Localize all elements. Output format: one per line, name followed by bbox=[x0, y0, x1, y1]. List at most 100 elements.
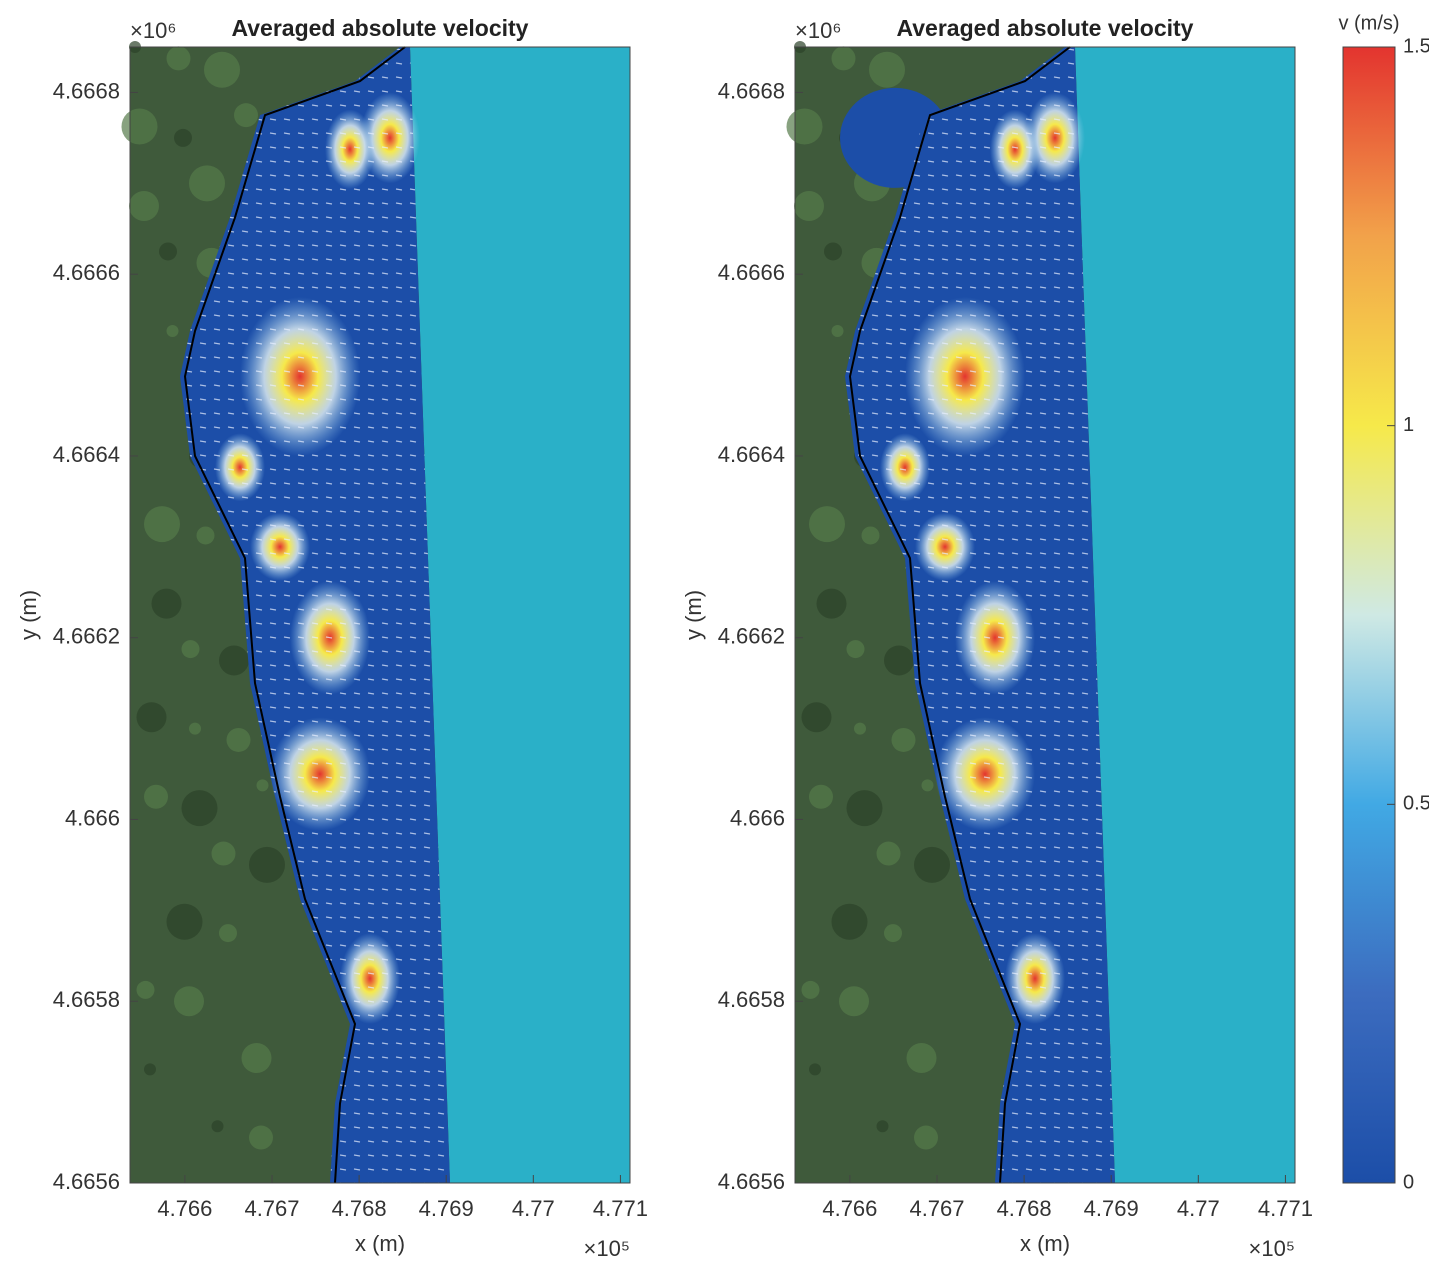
colorbar-label: v (m/s) bbox=[1338, 12, 1399, 34]
vegetation bbox=[892, 728, 916, 752]
map-panel bbox=[787, 41, 1296, 1183]
y-tick-label: 4.6658 bbox=[718, 987, 785, 1012]
vegetation bbox=[809, 506, 845, 542]
chart-title: Averaged absolute velocity bbox=[232, 15, 529, 41]
vegetation bbox=[809, 1063, 821, 1075]
colorbar-tick-label: 1.5 bbox=[1403, 35, 1429, 57]
x-tick-label: 4.767 bbox=[244, 1196, 299, 1221]
y-tick-label: 4.6656 bbox=[53, 1169, 120, 1194]
vegetation bbox=[167, 46, 191, 70]
vegetation bbox=[877, 842, 901, 866]
vegetation bbox=[182, 640, 200, 658]
map-panel bbox=[122, 41, 631, 1183]
y-tick-label: 4.6668 bbox=[53, 78, 120, 103]
vegetation bbox=[862, 526, 880, 544]
vegetation bbox=[159, 242, 177, 260]
vegetation bbox=[817, 589, 847, 619]
vegetation bbox=[212, 842, 236, 866]
x-axis-label: x (m) bbox=[1020, 1231, 1070, 1256]
y-tick-label: 4.6662 bbox=[718, 624, 785, 649]
y-axis-label: y (m) bbox=[16, 590, 41, 640]
vegetation bbox=[907, 1043, 937, 1073]
y-multiplier: ×10⁶ bbox=[795, 18, 841, 43]
vegetation bbox=[922, 779, 934, 791]
vegetation bbox=[847, 790, 883, 826]
vegetation bbox=[802, 702, 832, 732]
vegetation bbox=[204, 52, 240, 88]
vegetation bbox=[794, 191, 824, 221]
vegetation bbox=[877, 1120, 889, 1132]
vegetation bbox=[824, 242, 842, 260]
vegetation bbox=[802, 981, 820, 999]
x-tick-label: 4.77 bbox=[1177, 1196, 1220, 1221]
vegetation bbox=[152, 589, 182, 619]
vegetation bbox=[832, 46, 856, 70]
y-multiplier: ×10⁶ bbox=[130, 18, 176, 43]
x-tick-label: 4.769 bbox=[1084, 1196, 1139, 1221]
vegetation bbox=[787, 109, 823, 145]
vegetation bbox=[189, 165, 225, 201]
colorbar-tick-label: 0.5 bbox=[1403, 793, 1429, 815]
chart-title: Averaged absolute velocity bbox=[897, 15, 1194, 41]
vegetation bbox=[839, 986, 869, 1016]
vegetation bbox=[189, 723, 201, 735]
vegetation bbox=[212, 1120, 224, 1132]
y-tick-label: 4.6658 bbox=[53, 987, 120, 1012]
x-tick-label: 4.771 bbox=[1258, 1196, 1313, 1221]
figure: 4.7664.7674.7684.7694.774.7714.66564.665… bbox=[0, 0, 1429, 1264]
vegetation bbox=[144, 506, 180, 542]
vegetation bbox=[227, 728, 251, 752]
x-tick-label: 4.771 bbox=[593, 1196, 648, 1221]
vegetation bbox=[809, 785, 833, 809]
vegetation bbox=[219, 924, 237, 942]
vegetation bbox=[832, 325, 844, 337]
x-tick-label: 4.767 bbox=[909, 1196, 964, 1221]
x-multiplier: ×10⁵ bbox=[1249, 1236, 1295, 1261]
x-tick-label: 4.768 bbox=[997, 1196, 1052, 1221]
vegetation bbox=[144, 785, 168, 809]
vegetation bbox=[137, 702, 167, 732]
vegetation bbox=[884, 645, 914, 675]
vegetation bbox=[167, 325, 179, 337]
x-tick-label: 4.766 bbox=[822, 1196, 877, 1221]
vegetation bbox=[197, 526, 215, 544]
y-axis-label: y (m) bbox=[681, 590, 706, 640]
vegetation bbox=[182, 790, 218, 826]
x-tick-label: 4.77 bbox=[512, 1196, 555, 1221]
vegetation bbox=[884, 924, 902, 942]
y-tick-label: 4.6668 bbox=[718, 78, 785, 103]
colorbar-tick-label: 1 bbox=[1403, 414, 1414, 436]
vegetation bbox=[174, 986, 204, 1016]
vegetation bbox=[854, 723, 866, 735]
vegetation bbox=[174, 129, 192, 147]
vegetation bbox=[847, 640, 865, 658]
vegetation bbox=[257, 779, 269, 791]
x-multiplier: ×10⁵ bbox=[584, 1236, 630, 1261]
vegetation bbox=[914, 1126, 938, 1150]
vegetation bbox=[167, 904, 203, 940]
vegetation bbox=[869, 52, 905, 88]
y-tick-label: 4.666 bbox=[730, 805, 785, 830]
vegetation bbox=[249, 847, 285, 883]
x-axis-label: x (m) bbox=[355, 1231, 405, 1256]
colorbar bbox=[1343, 47, 1395, 1183]
vegetation bbox=[234, 103, 258, 127]
vegetation bbox=[129, 191, 159, 221]
vegetation bbox=[137, 981, 155, 999]
vegetation bbox=[832, 904, 868, 940]
x-tick-label: 4.766 bbox=[157, 1196, 212, 1221]
vegetation bbox=[144, 1063, 156, 1075]
vegetation bbox=[219, 645, 249, 675]
vegetation bbox=[249, 1126, 273, 1150]
x-tick-label: 4.768 bbox=[332, 1196, 387, 1221]
y-tick-label: 4.6666 bbox=[53, 260, 120, 285]
colorbar-tick-label: 0 bbox=[1403, 1171, 1414, 1193]
y-tick-label: 4.6662 bbox=[53, 624, 120, 649]
y-tick-label: 4.6664 bbox=[718, 442, 785, 467]
y-tick-label: 4.6666 bbox=[718, 260, 785, 285]
vegetation bbox=[914, 847, 950, 883]
vegetation bbox=[122, 109, 158, 145]
x-tick-label: 4.769 bbox=[419, 1196, 474, 1221]
y-tick-label: 4.6664 bbox=[53, 442, 120, 467]
y-tick-label: 4.6656 bbox=[718, 1169, 785, 1194]
